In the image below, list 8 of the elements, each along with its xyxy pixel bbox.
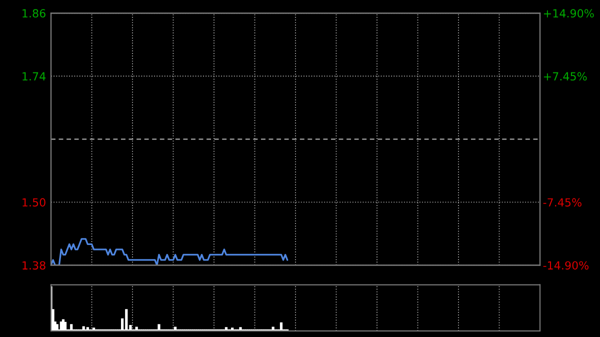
y2-tick-label: +7.45% — [544, 72, 587, 81]
y2-tick-label: -7.45% — [543, 198, 582, 207]
y-tick-label: 1.86 — [22, 9, 46, 18]
y2-tick-label: +14.90% — [544, 9, 594, 18]
y-tick-label: 1.38 — [22, 261, 46, 270]
y-tick-label: 1.74 — [22, 72, 46, 80]
y2-tick-label: -14.90% — [543, 261, 589, 270]
y-tick-label: 1.50 — [22, 198, 46, 207]
